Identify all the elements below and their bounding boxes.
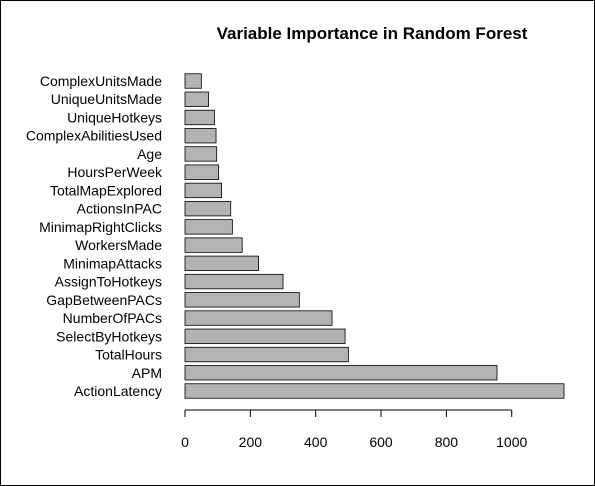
bar-Age: [184, 146, 218, 162]
category-label: AssignToHotkeys: [55, 274, 162, 290]
bar-ActionsInPAC: [184, 200, 232, 217]
x-tick-label: 400: [304, 434, 328, 450]
category-label: ActionsInPAC: [77, 201, 162, 217]
category-label: TotalMapExplored: [50, 182, 162, 198]
category-label: MinimapAttacks: [63, 255, 162, 271]
x-tick-label: 800: [435, 434, 459, 450]
bar-UniqueUnitsMade: [184, 91, 209, 107]
category-label: ComplexAbilitiesUsed: [26, 128, 162, 144]
category-label: GapBetweenPACs: [46, 292, 162, 308]
bar-TotalMapExplored: [184, 182, 222, 199]
category-label: SelectByHotkeys: [56, 328, 162, 344]
bar-TotalHours: [184, 346, 349, 363]
x-tick-label: 0: [181, 434, 189, 450]
bar-MinimapRightClicks: [184, 219, 233, 235]
bar-UniqueHotkeys: [184, 109, 215, 126]
category-label: ActionLatency: [74, 383, 162, 399]
category-label: UniqueHotkeys: [67, 109, 162, 125]
category-label: WorkersMade: [75, 237, 162, 253]
bar-ComplexUnitsMade: [184, 73, 202, 89]
bar-WorkersMade: [184, 237, 243, 253]
category-label: Age: [137, 146, 162, 162]
bar-MinimapAttacks: [184, 255, 259, 272]
bars-group: [184, 73, 565, 399]
x-tick-label: 1000: [496, 434, 527, 450]
category-label: UniqueUnitsMade: [51, 91, 162, 107]
category-label: NumberOfPACs: [63, 310, 162, 326]
x-tick-label: 200: [239, 434, 263, 450]
bar-SelectByHotkeys: [184, 328, 346, 344]
x-axis: 0 200 400 600 800 1000: [181, 409, 528, 450]
bar-ComplexAbilitiesUsed: [184, 128, 217, 144]
bar-NumberOfPACs: [184, 310, 333, 326]
bar-GapBetweenPACs: [184, 292, 300, 308]
category-label: APM: [132, 365, 162, 381]
category-labels-group: ActionLatency APM TotalHours SelectByHotkey…: [26, 73, 163, 399]
bar-HoursPerWeek: [184, 164, 220, 180]
category-label: ComplexUnitsMade: [40, 73, 162, 89]
category-label: TotalHours: [95, 347, 162, 363]
bar-APM: [184, 365, 498, 381]
bar-ActionLatency: [184, 383, 565, 399]
x-tick-label: 600: [369, 434, 393, 450]
category-label: HoursPerWeek: [67, 164, 163, 180]
chart-title: Variable Importance in Random Forest: [217, 24, 528, 43]
category-label: MinimapRightClicks: [39, 219, 162, 235]
bar-AssignToHotkeys: [184, 273, 284, 290]
